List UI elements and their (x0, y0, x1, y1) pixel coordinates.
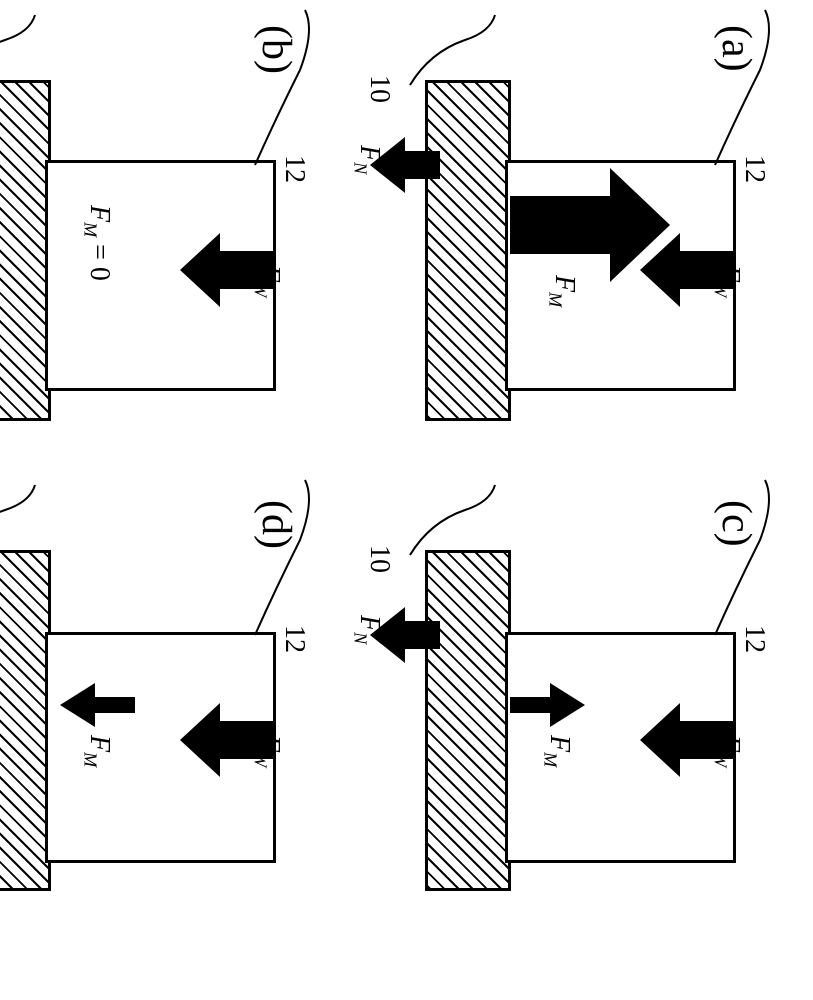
leader-10-a (395, 0, 515, 100)
leader-12-d (245, 470, 345, 650)
figure-root: (a) (c) (b) (d) 10 12 FN FM FW 10 12 FN … (0, 0, 813, 1000)
label-FM-b: FM = 0 (79, 205, 115, 281)
leader-12-a (705, 0, 805, 180)
label-FM-d: FM (79, 735, 115, 767)
arrow-FM-c (510, 680, 590, 730)
leader-10-c (395, 470, 515, 570)
label-FM-c: FM (539, 735, 575, 767)
ref-12-a: 12 (738, 155, 770, 183)
ref-10-c: 10 (363, 545, 395, 573)
label-FW-b: FW (249, 265, 285, 297)
leader-10-d (0, 470, 55, 570)
label-FW-a: FW (709, 265, 745, 297)
hatched-plate-b (0, 80, 51, 421)
arrow-FM-d (55, 680, 135, 730)
leader-12-c (705, 470, 805, 650)
label-FN-a: FN (349, 145, 385, 174)
hatched-plate-d (0, 550, 51, 891)
ref-12-b: 12 (278, 155, 310, 183)
ref-12-c: 12 (738, 625, 770, 653)
label-FW-d: FW (249, 735, 285, 767)
label-FW-c: FW (709, 735, 745, 767)
label-FM-a: FM (544, 275, 580, 307)
ref-10-a: 10 (363, 75, 395, 103)
ref-12-d: 12 (278, 625, 310, 653)
leader-10-b (0, 0, 55, 100)
leader-12-b (245, 0, 345, 180)
label-FN-c: FN (349, 615, 385, 644)
